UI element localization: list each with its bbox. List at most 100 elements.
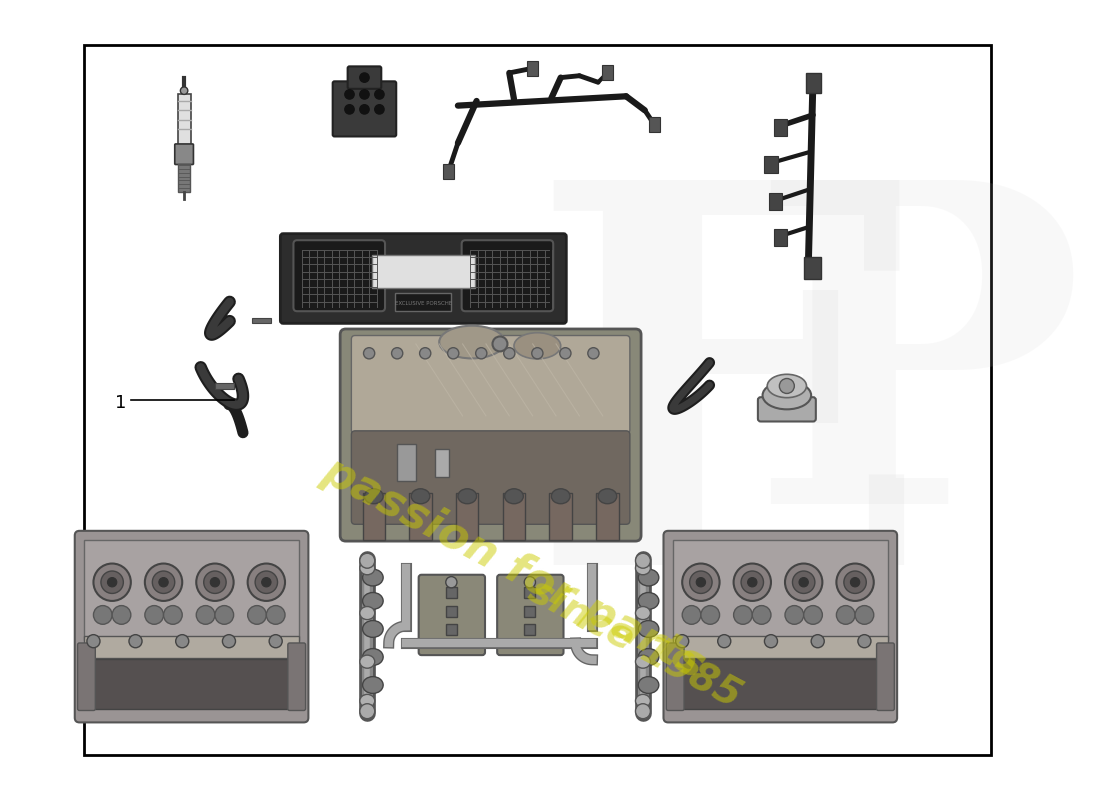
FancyBboxPatch shape <box>332 82 396 137</box>
Ellipse shape <box>364 489 383 504</box>
Circle shape <box>344 105 354 114</box>
Circle shape <box>764 634 778 648</box>
Bar <box>443 163 454 178</box>
Circle shape <box>222 634 235 648</box>
Bar <box>596 494 618 540</box>
Circle shape <box>344 90 354 99</box>
Ellipse shape <box>411 489 430 504</box>
Circle shape <box>360 704 375 718</box>
Ellipse shape <box>439 326 505 358</box>
Circle shape <box>210 578 220 587</box>
Circle shape <box>811 634 824 648</box>
Ellipse shape <box>638 593 659 610</box>
Ellipse shape <box>363 621 383 638</box>
Ellipse shape <box>636 562 650 574</box>
Bar <box>84 636 299 658</box>
Circle shape <box>129 634 142 648</box>
Bar <box>456 494 478 540</box>
Circle shape <box>858 634 871 648</box>
Circle shape <box>696 578 705 587</box>
Circle shape <box>152 571 175 594</box>
FancyBboxPatch shape <box>340 329 641 541</box>
Circle shape <box>360 105 370 114</box>
Bar <box>446 606 456 617</box>
Circle shape <box>363 348 375 359</box>
Ellipse shape <box>360 606 375 620</box>
Circle shape <box>248 606 266 624</box>
Ellipse shape <box>458 489 476 504</box>
Circle shape <box>525 577 536 588</box>
Bar <box>525 606 536 617</box>
Bar <box>84 45 991 755</box>
Bar <box>434 449 449 477</box>
Circle shape <box>419 348 431 359</box>
Ellipse shape <box>360 562 375 574</box>
Circle shape <box>255 571 277 594</box>
Ellipse shape <box>636 655 650 668</box>
Bar <box>363 494 385 540</box>
FancyBboxPatch shape <box>667 643 684 710</box>
Ellipse shape <box>638 649 659 666</box>
Circle shape <box>690 571 712 594</box>
Ellipse shape <box>762 382 811 410</box>
Bar <box>395 293 451 311</box>
Circle shape <box>531 348 543 359</box>
Bar <box>673 636 888 658</box>
Text: passion for parts: passion for parts <box>316 449 713 687</box>
Bar <box>769 194 782 210</box>
Text: since 1985: since 1985 <box>522 571 748 715</box>
Circle shape <box>196 563 233 601</box>
FancyBboxPatch shape <box>877 643 894 710</box>
Bar <box>764 156 778 173</box>
Bar <box>178 163 189 192</box>
Circle shape <box>560 348 571 359</box>
Bar <box>673 540 888 641</box>
Bar <box>550 494 572 540</box>
Circle shape <box>214 606 233 624</box>
Circle shape <box>752 606 771 624</box>
Ellipse shape <box>598 489 617 504</box>
Bar <box>673 659 888 709</box>
FancyBboxPatch shape <box>758 397 816 422</box>
Circle shape <box>785 606 804 624</box>
Circle shape <box>360 554 375 568</box>
Circle shape <box>475 348 487 359</box>
Ellipse shape <box>360 655 375 668</box>
Bar <box>525 587 536 598</box>
Circle shape <box>360 90 370 99</box>
Text: 1: 1 <box>114 394 126 412</box>
Circle shape <box>108 578 117 587</box>
Circle shape <box>360 73 370 82</box>
Ellipse shape <box>551 489 570 504</box>
FancyBboxPatch shape <box>288 643 306 710</box>
Bar <box>372 255 475 288</box>
FancyBboxPatch shape <box>78 643 96 710</box>
Ellipse shape <box>360 694 375 707</box>
Bar <box>84 540 299 641</box>
Circle shape <box>587 348 600 359</box>
Circle shape <box>204 571 227 594</box>
Ellipse shape <box>636 606 650 620</box>
Ellipse shape <box>514 333 561 359</box>
FancyBboxPatch shape <box>351 335 630 434</box>
FancyBboxPatch shape <box>175 144 194 165</box>
Bar <box>446 587 456 598</box>
FancyBboxPatch shape <box>75 531 308 722</box>
Circle shape <box>682 563 719 601</box>
Circle shape <box>87 634 100 648</box>
Ellipse shape <box>363 593 383 610</box>
Circle shape <box>844 571 867 594</box>
Ellipse shape <box>363 677 383 694</box>
Circle shape <box>717 634 730 648</box>
Circle shape <box>266 606 285 624</box>
Circle shape <box>392 348 403 359</box>
Circle shape <box>636 704 650 718</box>
Text: EXCLUSIVE PORSCHE: EXCLUSIVE PORSCHE <box>395 302 452 306</box>
Circle shape <box>270 634 283 648</box>
Circle shape <box>158 578 168 587</box>
Bar <box>773 118 786 135</box>
Text: P: P <box>749 166 1084 596</box>
Circle shape <box>448 348 459 359</box>
Bar <box>773 229 786 246</box>
Circle shape <box>112 606 131 624</box>
